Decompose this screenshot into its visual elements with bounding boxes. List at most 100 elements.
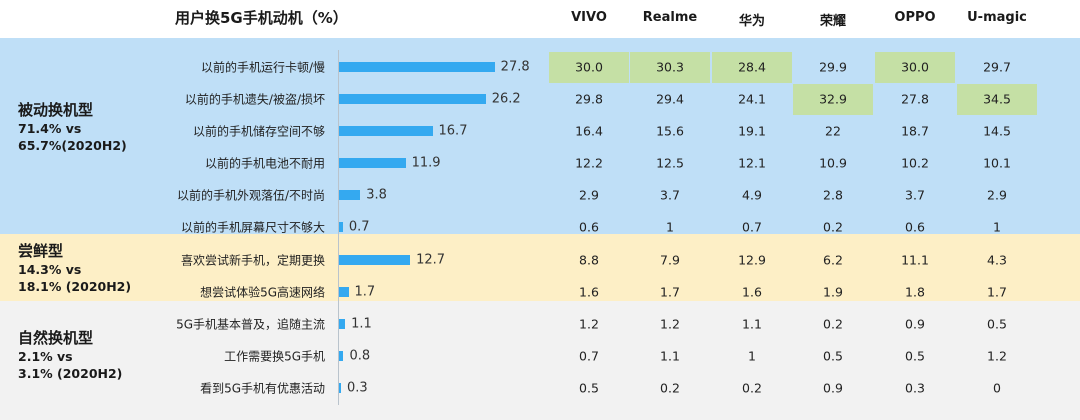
table-cell: 2.9 (579, 187, 599, 203)
table-cell: 3.7 (905, 187, 925, 203)
bar-value-label: 11.9 (411, 155, 441, 171)
highlight-cell (548, 52, 629, 83)
brand-header-realme: Realme (642, 10, 698, 25)
bar (339, 383, 341, 393)
table-cell: 19.1 (738, 123, 766, 139)
table-cell: 0.5 (987, 316, 1007, 332)
table-cell: 0.2 (742, 380, 762, 396)
table-cell: 0.5 (823, 348, 843, 364)
table-cell: 1.1 (742, 316, 762, 332)
category-label: 以前的手机运行卡顿/慢 (200, 60, 325, 75)
bar-value-label: 1.1 (351, 316, 372, 332)
table-cell: 4.3 (987, 252, 1007, 268)
group-stat-fresh-line1: 14.3% vs (18, 262, 82, 277)
bar-value-label: 0.8 (349, 348, 371, 364)
table-cell: 0.9 (823, 380, 843, 396)
table-cell: 0.7 (742, 219, 762, 235)
table-cell: 0.5 (579, 380, 599, 396)
group-stat-natural-line2: 3.1% (2020H2) (18, 366, 123, 381)
brand-header-huawei: 华为 (738, 14, 766, 29)
table-cell: 14.5 (983, 123, 1011, 139)
table-cell: 0.6 (579, 219, 599, 235)
table-cell: 1.7 (987, 284, 1007, 300)
bar (339, 62, 495, 72)
table-cell: 1.2 (579, 316, 599, 332)
category-label: 喜欢尝试新手机，定期更换 (180, 253, 325, 268)
group-stat-passive-line2: 65.7%(2020H2) (18, 138, 127, 153)
table-cell: 6.2 (823, 252, 843, 268)
table-cell: 0 (993, 380, 1001, 396)
table-cell: 29.9 (819, 59, 847, 75)
table-cell: 32.9 (819, 91, 847, 107)
table-cell: 1.8 (905, 284, 925, 300)
highlight-cell (792, 84, 873, 115)
table-cell: 3.7 (660, 187, 680, 203)
bar-axis-line (338, 50, 339, 405)
category-label: 以前的手机屏幕尺寸不够大 (180, 220, 325, 235)
table-cell: 29.7 (983, 59, 1011, 75)
table-cell: 1.7 (660, 284, 680, 300)
bar-value-label: 3.8 (366, 187, 387, 203)
bar (339, 255, 411, 265)
category-label: 看到5G手机有优惠活动 (200, 381, 325, 396)
bar (339, 190, 361, 200)
highlight-cell (874, 52, 955, 83)
table-cell: 1 (993, 219, 1001, 235)
bar (339, 94, 486, 104)
category-label: 5G手机基本普及，追随主流 (176, 317, 325, 332)
bar-value-label: 0.3 (347, 380, 368, 396)
group-stat-natural-line1: 2.1% vs (18, 349, 73, 364)
group-band-natural (0, 301, 1080, 420)
table-cell: 30.3 (656, 59, 684, 75)
table-cell: 18.7 (901, 123, 929, 139)
bar-value-label: 26.2 (491, 91, 521, 107)
table-cell: 11.1 (901, 252, 929, 268)
table-cell: 30.0 (901, 59, 929, 75)
group-name-natural: 自然换机型 (18, 329, 94, 347)
brand-header-vivo: VIVO (571, 10, 607, 25)
group-band-fresh (0, 234, 1080, 301)
table-cell: 28.4 (738, 59, 766, 75)
table-cell: 10.9 (819, 155, 847, 171)
bar-value-label: 0.7 (348, 219, 370, 235)
table-cell: 0.2 (823, 219, 843, 235)
table-cell: 4.9 (742, 187, 762, 203)
bar-value-label: 16.7 (438, 123, 468, 139)
chart-title: 用户换5G手机动机（%） (175, 9, 348, 27)
table-cell: 8.8 (579, 252, 599, 268)
table-cell: 0.5 (905, 348, 925, 364)
group-stat-fresh-line2: 18.1% (2020H2) (18, 279, 132, 294)
table-cell: 16.4 (575, 123, 603, 139)
table-cell: 29.8 (575, 91, 603, 107)
table-cell: 34.5 (983, 91, 1011, 107)
highlight-cell (711, 52, 792, 83)
table-cell: 12.2 (575, 155, 603, 171)
table-cell: 0.7 (579, 348, 599, 364)
bar (339, 319, 346, 329)
bar (339, 158, 406, 168)
table-cell: 29.4 (656, 91, 684, 107)
category-label: 工作需要换5G手机 (224, 349, 325, 364)
brand-header-honor: 荣耀 (819, 14, 847, 29)
bar (339, 126, 433, 136)
table-cell: 2.8 (823, 187, 843, 203)
table-cell: 10.1 (983, 155, 1011, 171)
category-label: 想尝试体验5G高速网络 (200, 285, 325, 300)
category-label: 以前的手机外观落伍/不时尚 (176, 188, 325, 203)
table-cell: 0.6 (905, 219, 925, 235)
brand-header-umagic: U-magic (967, 10, 1027, 25)
table-cell: 7.9 (660, 252, 680, 268)
table-cell: 1 (748, 348, 756, 364)
table-cell: 1.2 (987, 348, 1007, 364)
bar-value-label: 12.7 (416, 252, 446, 268)
category-label: 以前的手机储存空间不够 (192, 124, 325, 139)
highlight-cell (629, 52, 710, 83)
table-cell: 1.6 (742, 284, 762, 300)
table-cell: 24.1 (738, 91, 766, 107)
brand-header-oppo: OPPO (894, 10, 936, 25)
bar-value-label: 27.8 (500, 59, 530, 75)
table-cell: 22 (825, 123, 841, 139)
bar (339, 351, 344, 361)
table-cell: 27.8 (901, 91, 929, 107)
table-cell: 1.2 (660, 316, 680, 332)
